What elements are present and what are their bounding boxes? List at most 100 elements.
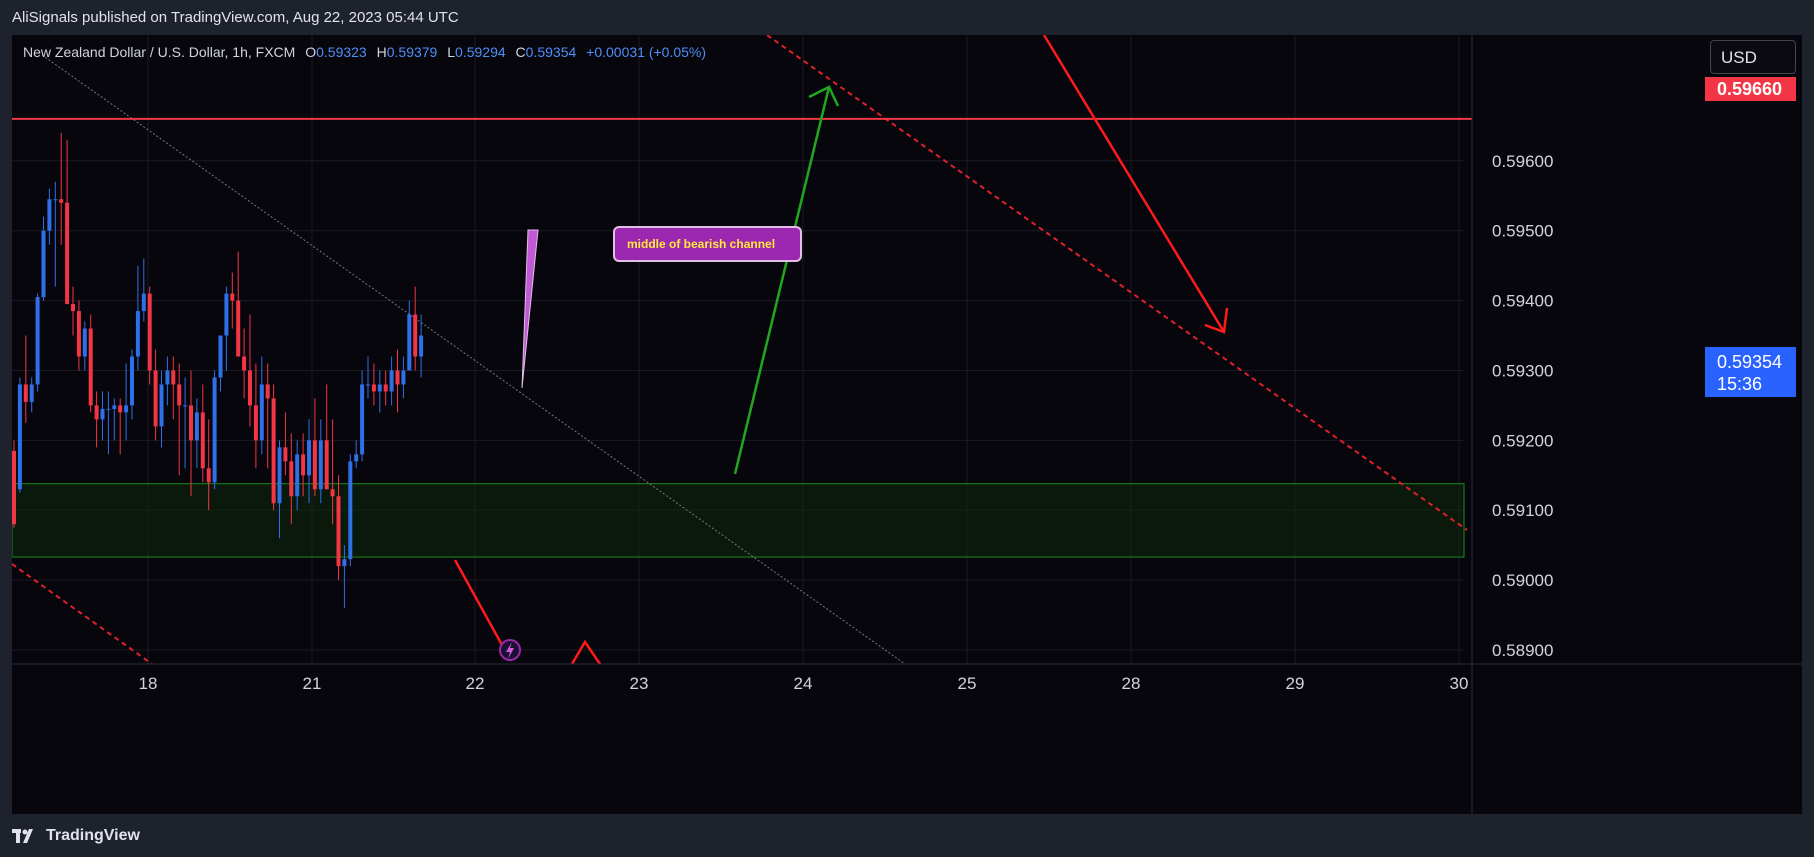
- candle-body: [307, 440, 311, 476]
- candle-body: [65, 202, 70, 305]
- x-tick-label: 22: [466, 674, 485, 693]
- candle-body: [82, 328, 87, 357]
- candle-body: [147, 293, 152, 371]
- candlestick-chart[interactable]: 0.59600 0.59500 0.59400 0.59300 0.59200 0.591…: [11, 34, 1802, 814]
- candle-body: [271, 398, 276, 504]
- candle-body: [283, 447, 288, 462]
- candle-body: [118, 405, 123, 413]
- candle-body: [71, 304, 75, 312]
- trend-lines: [11, 34, 1472, 665]
- y-tick-label: 0.59200: [1492, 431, 1553, 450]
- candle-body: [112, 405, 117, 409]
- candle-body: [41, 230, 46, 298]
- close-label: C: [515, 44, 526, 60]
- red-caret: [570, 639, 602, 665]
- close-value: 0.59354: [525, 44, 577, 60]
- candle-body: [419, 335, 424, 357]
- candle-body: [289, 461, 294, 497]
- resistance-price-label: 0.59660: [1705, 77, 1796, 101]
- published-text: AliSignals published on TradingView.com,…: [12, 9, 459, 26]
- support-zone-rect: [11, 483, 1465, 558]
- candle-body: [253, 405, 258, 441]
- candle-body: [366, 384, 370, 386]
- x-tick-label: 25: [958, 674, 977, 693]
- candle-body: [218, 335, 223, 378]
- lightning-icon: [506, 642, 514, 659]
- candle-body: [35, 297, 40, 385]
- y-tick-label: 0.58900: [1492, 641, 1553, 660]
- candle-body: [383, 384, 388, 392]
- axes: 0.59600 0.59500 0.59400 0.59300 0.59200 0.591…: [12, 35, 1802, 814]
- candle-body: [59, 199, 64, 203]
- symbol-title: New Zealand Dollar / U.S. Dollar, 1h, FX…: [23, 44, 296, 60]
- candle-body: [348, 461, 353, 560]
- candle-body: [336, 496, 341, 567]
- candle-body: [407, 314, 412, 371]
- channel-upper-line: [766, 34, 1468, 531]
- footer-brand[interactable]: TradingView: [46, 827, 140, 844]
- candle-body: [295, 454, 300, 497]
- candle-body: [224, 293, 229, 336]
- bearish-arrowhead: [1204, 307, 1229, 334]
- candle-body: [47, 199, 52, 231]
- x-tick-label: 23: [630, 674, 649, 693]
- candle-body: [301, 454, 306, 476]
- candle-body: [265, 384, 270, 399]
- candle-body: [53, 199, 58, 201]
- symbol-legend: New Zealand Dollar / U.S. Dollar, 1h, FX…: [23, 44, 706, 60]
- chart-pane[interactable]: 0.59600 0.59500 0.59400 0.59300 0.59200 0.591…: [11, 34, 1802, 814]
- candle-body: [371, 384, 376, 392]
- last-price-badge: 0.59354 15:36: [1705, 347, 1796, 397]
- tradingview-logo-icon[interactable]: [12, 829, 38, 843]
- open-label: O: [305, 44, 317, 60]
- channel-midline: [41, 54, 906, 665]
- low-value: 0.59294: [455, 44, 506, 60]
- candle-body: [194, 412, 199, 441]
- candle-body: [395, 370, 400, 385]
- candle-body: [354, 454, 359, 462]
- last-price-value: 0.59354: [1717, 352, 1783, 372]
- bearish-arrow: [1042, 34, 1226, 333]
- y-tick-label: 0.59100: [1492, 501, 1553, 520]
- y-tick-label: 0.59400: [1492, 292, 1553, 311]
- countdown-timer: 15:36: [1717, 374, 1763, 394]
- published-header: AliSignals published on TradingView.com,…: [0, 0, 1814, 36]
- candle-body: [130, 356, 134, 406]
- candle-body: [230, 293, 235, 301]
- candle-body: [29, 384, 34, 402]
- y-tick-label: 0.59300: [1492, 361, 1553, 380]
- candle-body: [189, 405, 193, 441]
- candles: [12, 132, 424, 609]
- candle-body: [94, 405, 99, 420]
- candle-body: [159, 384, 164, 427]
- candle-body: [377, 384, 382, 392]
- candle-body: [318, 440, 323, 490]
- currency-button[interactable]: USD: [1710, 40, 1796, 74]
- candle-body: [236, 300, 241, 357]
- candle-body: [259, 384, 264, 441]
- candle-body: [183, 405, 188, 407]
- candle-body: [206, 468, 211, 483]
- candle-body: [141, 293, 146, 312]
- support-zone: [11, 483, 1465, 558]
- x-tick-label: 21: [303, 674, 322, 693]
- candle-body: [342, 559, 347, 567]
- bullish-arrow: [733, 86, 831, 475]
- candle-body: [17, 384, 22, 490]
- x-tick-label: 28: [1122, 674, 1141, 693]
- candle-body: [212, 377, 217, 483]
- candle-body: [100, 408, 105, 420]
- annotation-callout[interactable]: middle of bearish channel: [613, 226, 802, 262]
- candle-body: [413, 314, 418, 357]
- candle-body: [76, 311, 81, 357]
- y-tick-label: 0.59600: [1492, 152, 1553, 171]
- channel-lower-line: [11, 563, 153, 665]
- candle-body: [88, 328, 93, 406]
- candle-body: [200, 412, 205, 469]
- candle-body: [23, 384, 28, 402]
- candle-body: [248, 370, 252, 406]
- bullish-arrowhead: [808, 85, 840, 107]
- x-tick-label: 30: [1450, 674, 1469, 693]
- footer-bar: TradingView: [0, 815, 1814, 857]
- change-value: +0.00031 (+0.05%): [586, 44, 707, 60]
